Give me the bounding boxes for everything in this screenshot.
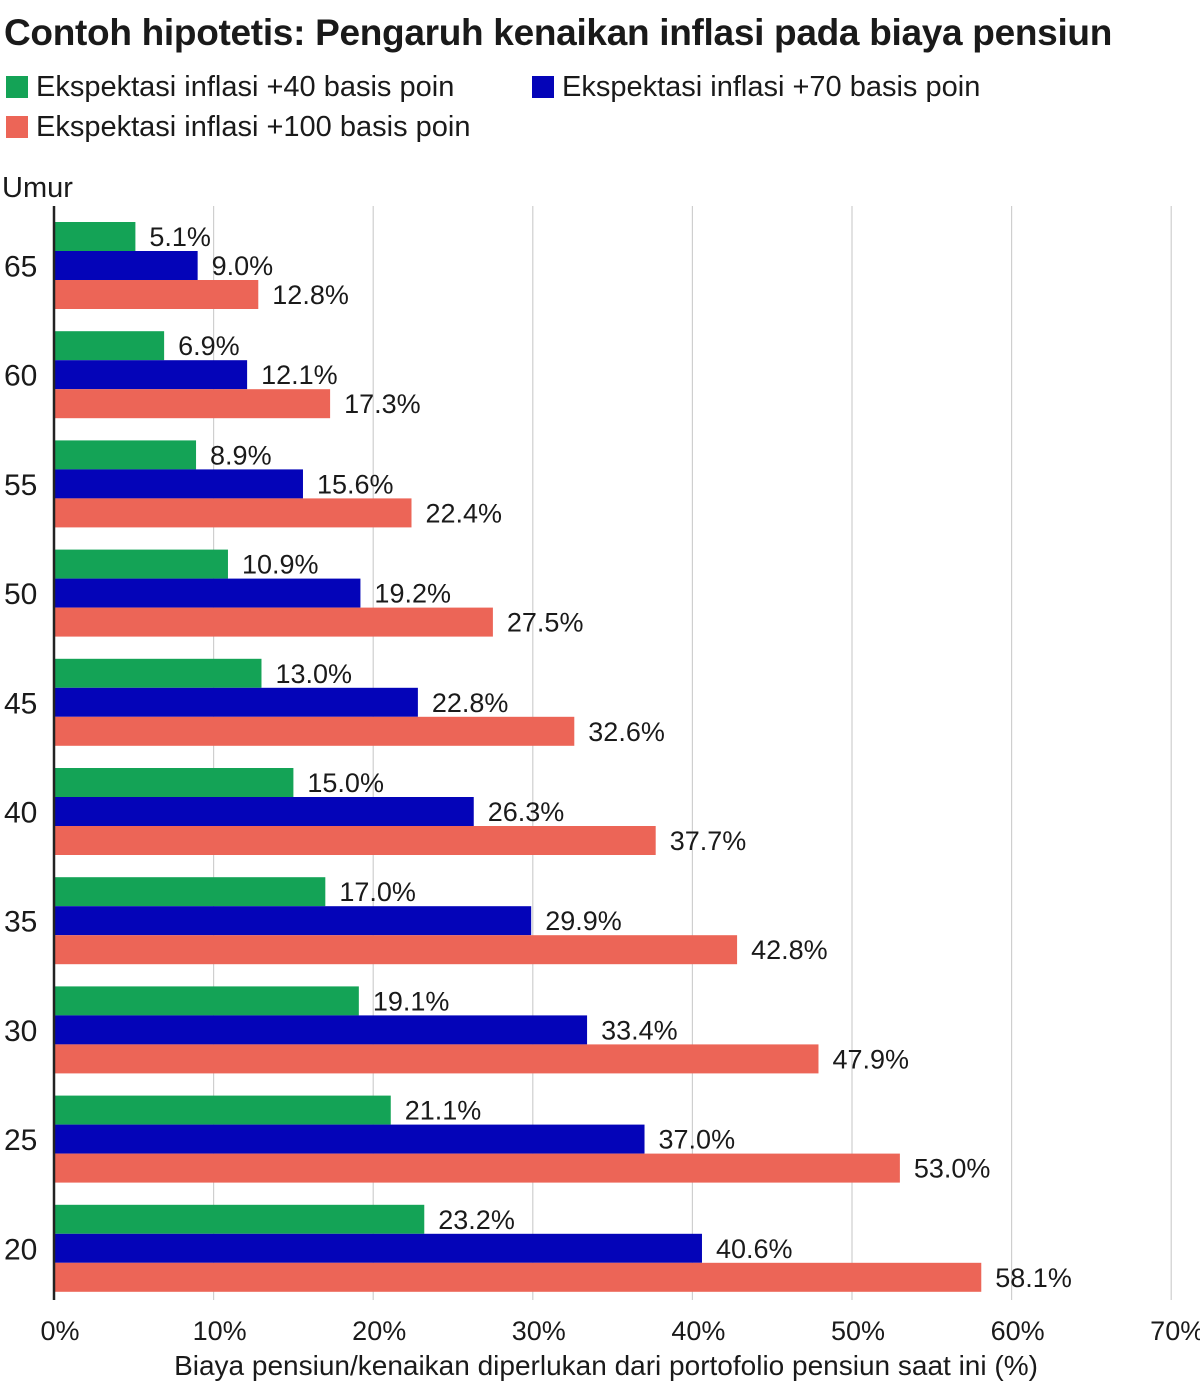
data-label: 8.9% (210, 440, 272, 470)
data-label: 17.0% (339, 877, 416, 907)
bar (54, 716, 575, 746)
data-label: 27.5% (507, 608, 584, 638)
data-label: 9.0% (212, 251, 274, 281)
bar (54, 578, 361, 608)
legend-swatch-40bp (6, 76, 28, 98)
bar (54, 549, 228, 579)
x-tick-label: 50% (831, 1316, 885, 1346)
bar (54, 498, 412, 528)
data-label: 17.3% (344, 389, 421, 419)
data-label: 58.1% (995, 1263, 1072, 1293)
x-tick-label: 20% (352, 1316, 406, 1346)
chart-title: Contoh hipotetis: Pengaruh kenaikan infl… (4, 12, 1113, 53)
x-tick-label: 30% (512, 1316, 566, 1346)
legend-label-70bp: Ekspektasi inflasi +70 basis poin (562, 70, 981, 103)
data-label: 29.9% (545, 906, 622, 936)
bar (54, 280, 259, 309)
bar (54, 687, 418, 717)
bar (54, 1124, 645, 1154)
bar (54, 360, 248, 390)
y-tick-label: 50 (4, 578, 37, 611)
data-label: 47.9% (832, 1044, 909, 1074)
data-label: 22.8% (432, 688, 509, 718)
data-label: 12.1% (261, 360, 338, 390)
bar (54, 768, 294, 797)
y-tick-label: 55 (4, 469, 37, 502)
legend-item-70bp: Ekspektasi inflasi +70 basis poin (532, 70, 981, 103)
data-label: 26.3% (488, 797, 565, 827)
bar (54, 1262, 982, 1292)
data-label: 15.6% (317, 469, 394, 499)
y-axis-label: Umur (2, 172, 73, 204)
bar (54, 826, 656, 855)
legend-label-100bp: Ekspektasi inflasi +100 basis poin (36, 110, 471, 143)
bar (54, 440, 197, 470)
bar (54, 986, 359, 1016)
bar (54, 389, 331, 419)
bar (54, 1233, 702, 1263)
data-label: 33.4% (601, 1015, 678, 1045)
data-label: 19.1% (373, 986, 450, 1016)
y-tick-label: 65 (4, 251, 37, 284)
x-axis-label: Biaya pensiun/kenaikan diperlukan dari p… (174, 1350, 1038, 1381)
x-tick-label: 10% (193, 1316, 247, 1346)
bar (54, 797, 474, 826)
data-label: 12.8% (272, 280, 349, 310)
data-label: 5.1% (149, 222, 211, 252)
bar (54, 935, 738, 965)
data-label: 19.2% (374, 579, 451, 609)
data-label: 37.7% (670, 826, 747, 856)
bar (54, 1044, 819, 1074)
y-tick-label: 25 (4, 1124, 37, 1157)
bar (54, 877, 326, 907)
y-tick-label: 35 (4, 906, 37, 939)
data-label: 22.4% (426, 498, 503, 528)
legend-item-100bp: Ekspektasi inflasi +100 basis poin (6, 110, 471, 143)
bar (54, 1015, 588, 1045)
legend-item-40bp: Ekspektasi inflasi +40 basis poin (6, 70, 455, 103)
x-tick-label: 0% (40, 1316, 79, 1346)
data-label: 40.6% (716, 1234, 793, 1264)
bar (54, 331, 165, 361)
y-tick-label: 30 (4, 1015, 37, 1048)
bar (54, 222, 136, 251)
data-label: 13.0% (275, 659, 352, 689)
y-tick-label: 60 (4, 360, 37, 393)
bar (54, 1153, 900, 1183)
data-label: 42.8% (751, 935, 828, 965)
bar (54, 607, 493, 637)
legend-swatch-70bp (532, 76, 554, 98)
legend-label-40bp: Ekspektasi inflasi +40 basis poin (36, 70, 455, 103)
data-label: 23.2% (438, 1205, 515, 1235)
bar (54, 251, 198, 280)
legend-swatch-100bp (6, 116, 28, 138)
x-tick-label: 40% (671, 1316, 725, 1346)
data-label: 53.0% (914, 1154, 991, 1184)
y-tick-label: 45 (4, 687, 37, 720)
data-label: 37.0% (659, 1125, 736, 1155)
x-tick-label: 70% (1150, 1316, 1200, 1346)
bar (54, 1204, 425, 1234)
data-label: 10.9% (242, 550, 319, 580)
y-tick-label: 40 (4, 797, 37, 830)
bar (54, 906, 532, 936)
x-tick-label: 60% (991, 1316, 1045, 1346)
data-label: 6.9% (178, 331, 240, 361)
bar (54, 1095, 391, 1125)
y-tick-label: 20 (4, 1233, 37, 1266)
data-label: 15.0% (307, 768, 384, 798)
data-label: 32.6% (588, 717, 665, 747)
bar (54, 469, 303, 499)
bar (54, 658, 262, 688)
data-label: 21.1% (405, 1096, 482, 1126)
